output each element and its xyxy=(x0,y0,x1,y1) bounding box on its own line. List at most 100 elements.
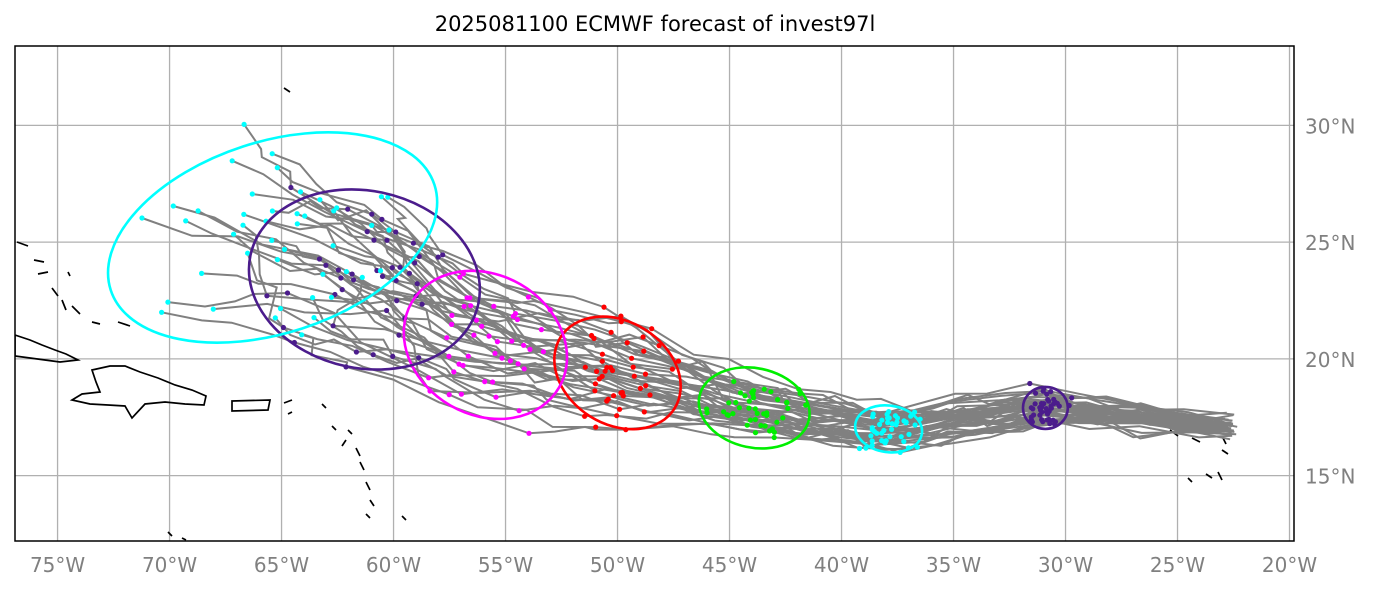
forecast-position-dot xyxy=(170,203,176,209)
ensemble-track xyxy=(276,166,1225,435)
forecast-position-dot xyxy=(345,206,351,212)
forecast-position-dot xyxy=(299,332,305,338)
forecast-position-dot xyxy=(297,189,304,195)
forecast-position-dot xyxy=(384,307,390,314)
forecast-position-dot xyxy=(624,340,630,346)
lon-tick-label: 45°W xyxy=(702,553,757,577)
forecast-position-dot xyxy=(281,246,288,252)
forecast-position-dot xyxy=(451,369,457,375)
forecast-position-dot xyxy=(721,409,727,415)
forecast-position-dot xyxy=(879,430,885,436)
forecast-position-dot xyxy=(159,309,165,315)
forecast-position-dot xyxy=(885,420,891,426)
spread-ellipse xyxy=(1021,385,1070,431)
forecast-position-dot xyxy=(338,275,344,281)
forecast-position-dot xyxy=(339,287,345,293)
forecast-position-dot xyxy=(316,256,323,262)
forecast-position-dot xyxy=(752,416,759,423)
lon-tick-label: 25°W xyxy=(1150,553,1205,577)
forecast-position-dot xyxy=(614,413,620,419)
forecast-position-dot xyxy=(761,386,767,392)
forecast-position-dot xyxy=(724,412,730,418)
forecast-position-dot xyxy=(640,334,646,340)
forecast-position-dot xyxy=(594,368,600,374)
forecast-position-dot xyxy=(349,271,355,277)
forecast-position-dot xyxy=(416,355,422,361)
forecast-position-dot xyxy=(649,326,655,332)
forecast-position-dot xyxy=(446,392,452,398)
lat-tick-label: 15°N xyxy=(1305,465,1355,489)
forecast-position-dot xyxy=(465,353,471,359)
puerto-rico-coastline xyxy=(231,399,272,412)
forecast-position-dot xyxy=(868,433,874,439)
forecast-position-dot xyxy=(471,332,477,338)
forecast-position-dot xyxy=(882,440,888,446)
forecast-position-dot xyxy=(397,264,403,270)
forecast-position-dot xyxy=(457,274,463,280)
forecast-position-dot xyxy=(311,315,317,321)
ensemble-track xyxy=(265,220,1224,428)
forecast-position-dot xyxy=(605,396,611,402)
lon-tick-label: 70°W xyxy=(142,553,197,577)
forecast-position-dot xyxy=(704,410,710,416)
forecast-position-dot xyxy=(604,364,610,371)
forecast-position-dot xyxy=(1037,404,1043,411)
forecast-position-dot xyxy=(491,303,497,309)
forecast-position-dot xyxy=(609,367,616,374)
forecast-position-dot xyxy=(771,434,777,441)
forecast-position-dot xyxy=(901,418,907,424)
forecast-position-dot xyxy=(456,361,462,367)
forecast-position-dot xyxy=(906,431,912,437)
forecast-position-dot xyxy=(521,342,527,348)
forecast-position-dot xyxy=(856,445,863,452)
forecast-position-dot xyxy=(643,383,649,389)
forecast-position-dot xyxy=(414,281,420,287)
lon-tick-label: 65°W xyxy=(254,553,309,577)
ensemble-track xyxy=(271,152,1228,434)
forecast-position-dot xyxy=(675,358,682,364)
forecast-position-dot xyxy=(379,273,386,279)
forecast-position-dot xyxy=(874,430,880,436)
forecast-position-dot xyxy=(869,425,875,431)
forecast-position-dot xyxy=(525,294,532,300)
forecast-position-dot xyxy=(468,303,474,309)
forecast-position-dot xyxy=(1048,389,1054,395)
forecast-position-dot xyxy=(526,430,532,436)
ensemble-tracks xyxy=(141,123,1238,454)
forecast-position-dot xyxy=(596,376,602,382)
map-frame xyxy=(14,45,1295,542)
forecast-position-dot xyxy=(1045,397,1051,403)
lat-tick-label: 30°N xyxy=(1305,114,1355,138)
lesser-antilles-islands xyxy=(167,87,407,541)
forecast-position-dot xyxy=(1043,406,1049,412)
forecast-position-dot xyxy=(165,299,171,305)
forecast-position-dot xyxy=(515,361,521,367)
forecast-position-dot xyxy=(870,411,876,417)
forecast-position-dot xyxy=(582,364,588,370)
forecast-position-dot xyxy=(351,277,357,283)
forecast-position-dot xyxy=(277,305,284,312)
forecast-position-dot xyxy=(393,229,399,235)
forecast-position-dot xyxy=(509,338,515,344)
forecast-position-dot xyxy=(199,270,205,276)
forecast-position-dot xyxy=(419,301,425,307)
forecast-position-dot xyxy=(611,393,617,399)
gridlines xyxy=(15,46,1294,541)
forecast-position-dot xyxy=(744,422,750,428)
forecast-position-dot xyxy=(467,295,473,301)
lon-tick-label: 35°W xyxy=(926,553,981,577)
forecast-position-dot xyxy=(747,417,754,423)
forecast-position-dot xyxy=(231,231,237,237)
forecast-position-dot xyxy=(877,421,883,428)
forecast-position-dot xyxy=(762,423,768,429)
forecast-position-dot xyxy=(641,348,647,354)
spread-ellipse xyxy=(106,131,439,344)
forecast-position-dot xyxy=(486,333,492,339)
forecast-position-dot xyxy=(343,269,349,275)
forecast-position-dot xyxy=(656,343,662,349)
spread-ellipse xyxy=(247,188,482,371)
lon-tick-label: 50°W xyxy=(590,553,645,577)
forecast-position-dot xyxy=(521,366,527,372)
forecast-position-dot xyxy=(731,378,737,385)
